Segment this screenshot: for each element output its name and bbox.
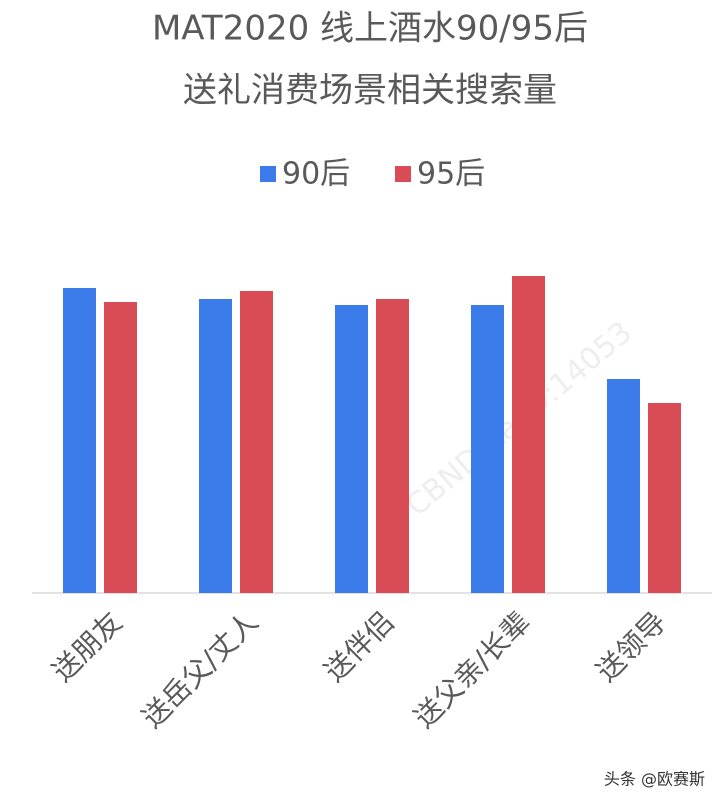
bar [648,403,681,593]
legend-label: 95后 [417,157,485,192]
x-tick-label: 送父亲/长辈 [408,605,537,734]
bar [512,276,545,593]
footer: 头条 @欧赛斯 [604,770,705,789]
bar [376,299,409,593]
legend-swatch [260,166,276,182]
bar [199,299,232,593]
x-tick-label: 送领导 [590,605,673,688]
legend-label: 90后 [282,157,350,192]
x-tick-label: 送朋友 [46,605,129,688]
chart-title: MAT2020 线上酒水90/95后 [152,9,588,49]
bar [335,305,368,593]
bar [471,305,504,593]
bar [104,302,137,593]
bar [63,288,96,593]
bar [607,379,640,593]
legend-swatch [395,166,411,182]
x-tick-label: 送伴侣 [318,605,401,688]
x-tick-label: 送岳父/丈人 [136,605,265,734]
bar [240,291,273,593]
chart-title: 送礼消费场景相关搜索量 [183,71,557,111]
